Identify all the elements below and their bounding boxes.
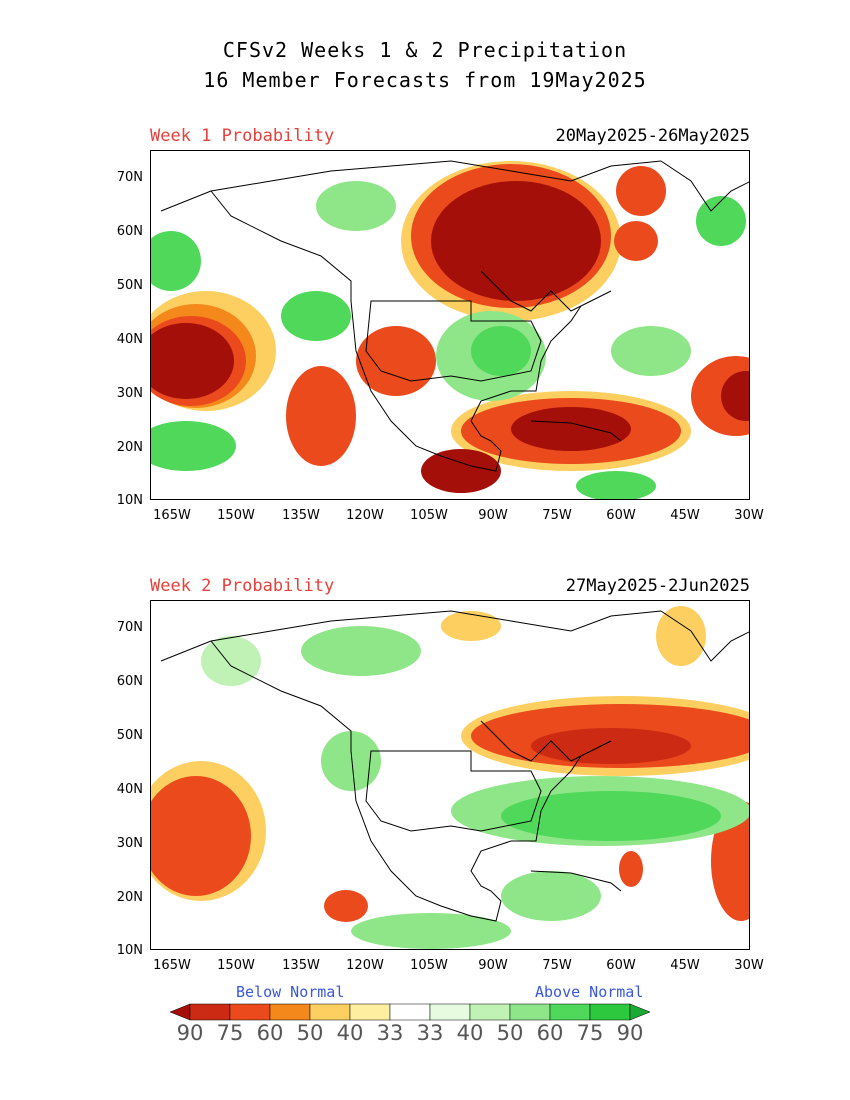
week2-lon-60W: 60W — [606, 958, 636, 973]
colorbar-box — [589, 1003, 631, 1021]
colorbar — [170, 1003, 651, 1021]
week2-lat-70N: 70N — [116, 620, 143, 635]
colorbar-left-arrow — [170, 1003, 191, 1021]
week2-lon-30W: 30W — [734, 958, 764, 973]
week1-prob-fields — [151, 161, 749, 499]
colorbar-value-label: 50 — [296, 1021, 324, 1045]
colorbar-value-label: 75 — [216, 1021, 244, 1045]
week1-lat-40N: 40N — [116, 332, 143, 347]
colorbar-right-arrow — [629, 1003, 651, 1021]
week2-lat-20N: 20N — [116, 890, 143, 905]
week1-lat-20N: 20N — [116, 440, 143, 455]
week1-lon-75W: 75W — [542, 508, 572, 523]
week2-lat-10N: 10N — [116, 943, 143, 958]
figure-title-line1: CFSv2 Weeks 1 & 2 Precipitation — [222, 38, 628, 62]
colorbar-box — [389, 1003, 431, 1021]
legend-below-normal: Below Normal — [236, 983, 345, 1001]
colorbar-value-label: 33 — [376, 1021, 404, 1045]
week2-lon-135W: 135W — [282, 958, 320, 973]
week1-lat-60N: 60N — [116, 224, 143, 239]
colorbar-box — [189, 1003, 231, 1021]
legend-above-normal: Above Normal — [535, 983, 644, 1001]
week2-lat-30N: 30N — [116, 836, 143, 851]
colorbar-box — [349, 1003, 391, 1021]
colorbar-box — [469, 1003, 511, 1021]
colorbar-box — [269, 1003, 311, 1021]
colorbar-value-label: 40 — [336, 1021, 364, 1045]
week1-lon-90W: 90W — [478, 508, 508, 523]
week1-lat-30N: 30N — [116, 386, 143, 401]
colorbar-value-label: 90 — [176, 1021, 204, 1045]
week2-lat-50N: 50N — [116, 728, 143, 743]
colorbar-box — [509, 1003, 551, 1021]
colorbar-value-label: 50 — [496, 1021, 524, 1045]
week2-map-svg — [151, 606, 749, 949]
week1-map-svg — [151, 160, 749, 499]
colorbar-value-label: 33 — [416, 1021, 444, 1045]
week1-lat-10N: 10N — [116, 493, 143, 508]
colorbar-value-label: 60 — [256, 1021, 284, 1045]
colorbar-value-label: 40 — [456, 1021, 484, 1045]
week2-coastlines — [160, 610, 749, 922]
week2-lon-120W: 120W — [346, 958, 384, 973]
week1-lon-30W: 30W — [734, 508, 764, 523]
colorbar-box — [309, 1003, 351, 1021]
week1-lon-45W: 45W — [670, 508, 700, 523]
colorbar-value-label: 60 — [536, 1021, 564, 1045]
week2-lon-165W: 165W — [153, 958, 191, 973]
week1-lon-135W: 135W — [282, 508, 320, 523]
week2-lat-40N: 40N — [116, 782, 143, 797]
week1-date-range: 20May2025-26May2025 — [555, 126, 750, 146]
week2-date-range: 27May2025-2Jun2025 — [565, 576, 750, 596]
week1-lat-50N: 50N — [116, 278, 143, 293]
week2-prob-fields — [151, 606, 749, 949]
colorbar-box — [429, 1003, 471, 1021]
week1-lon-120W: 120W — [346, 508, 384, 523]
week2-map — [150, 600, 750, 950]
colorbar-value-label: 75 — [576, 1021, 604, 1045]
week2-lon-45W: 45W — [670, 958, 700, 973]
week1-panel-label: Week 1 Probability — [150, 126, 335, 146]
week2-lon-105W: 105W — [410, 958, 448, 973]
week1-lat-70N: 70N — [116, 170, 143, 185]
week2-lon-75W: 75W — [542, 958, 572, 973]
week1-lon-165W: 165W — [153, 508, 191, 523]
colorbar-box — [229, 1003, 271, 1021]
week2-lat-60N: 60N — [116, 674, 143, 689]
week2-lon-150W: 150W — [217, 958, 255, 973]
week1-map — [150, 150, 750, 500]
colorbar-value-label: 90 — [616, 1021, 644, 1045]
week2-lon-90W: 90W — [478, 958, 508, 973]
week1-coastlines — [160, 160, 749, 472]
week1-lon-150W: 150W — [217, 508, 255, 523]
figure-title-line2: 16 Member Forecasts from 19May2025 — [203, 68, 647, 92]
week2-panel-label: Week 2 Probability — [150, 576, 335, 596]
week1-lon-105W: 105W — [410, 508, 448, 523]
colorbar-box — [549, 1003, 591, 1021]
week1-lon-60W: 60W — [606, 508, 636, 523]
